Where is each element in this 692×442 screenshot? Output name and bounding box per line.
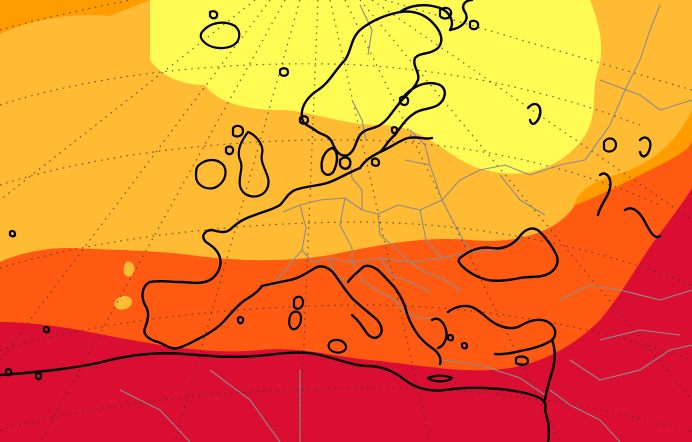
- coastlines: [0, 0, 662, 442]
- iceland: [199, 21, 241, 50]
- ireland: [194, 158, 227, 190]
- band-yellow: [150, 0, 602, 174]
- yellow-blob-biscay: [123, 261, 135, 277]
- sicily: [327, 338, 348, 354]
- great-britain: [237, 130, 270, 198]
- sardinia: [288, 310, 303, 331]
- crete: [426, 374, 454, 383]
- islands: [4, 6, 618, 383]
- corsica: [292, 295, 305, 310]
- cyprus: [514, 355, 530, 366]
- yellow-blob-west: [114, 295, 132, 310]
- band-red: [0, 188, 692, 442]
